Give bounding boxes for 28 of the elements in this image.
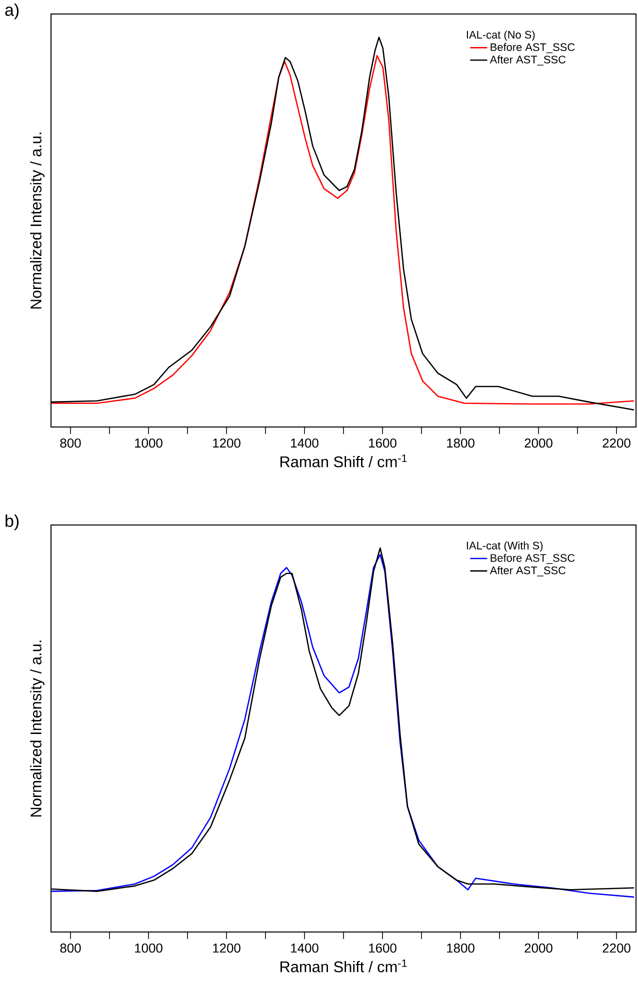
x-tick-label: 1800 (447, 943, 474, 953)
x-axis-title: Raman Shift / cm$^{-1}$ (280, 454, 407, 468)
x-tick-label: 1600 (369, 943, 396, 953)
x-tick-label: 800 (60, 943, 81, 953)
legend-label: Before AST_SSC (490, 42, 575, 54)
x-axis-title: Raman Shift / cm$^{-1}$ (280, 960, 407, 972)
legend-label: After AST_SSC (490, 55, 566, 66)
x-tick-label: 1000 (135, 943, 162, 953)
y-axis-title: Normalized Intensity / a.u. (30, 640, 44, 816)
legend-label: After AST_SSC (490, 566, 566, 576)
text: b) (6, 514, 19, 530)
x-tick-label: 2000 (524, 943, 552, 953)
x-tick-label: 1200 (213, 438, 240, 448)
legend-title: IAL-cat (With S) (466, 541, 543, 552)
x-tick-label: 2200 (602, 943, 630, 953)
x-tick-label: 2200 (602, 438, 630, 448)
x-tick-label: 1600 (369, 438, 396, 448)
y-axis-title: Normalized Intensity / a.u. (30, 132, 44, 308)
legend-label: Before AST_SSC (490, 554, 575, 564)
text: a) (5, 4, 19, 20)
x-tick-label: 1400 (291, 943, 318, 953)
x-tick-label: 800 (60, 438, 81, 448)
x-tick-label: 1200 (213, 943, 240, 953)
x-tick-label: 1400 (291, 438, 318, 448)
x-tick-label: 2000 (524, 438, 552, 448)
x-tick-label: 1800 (447, 438, 474, 448)
legend-title: IAL-cat (No S) (466, 30, 535, 41)
x-tick-label: 1000 (135, 438, 162, 448)
